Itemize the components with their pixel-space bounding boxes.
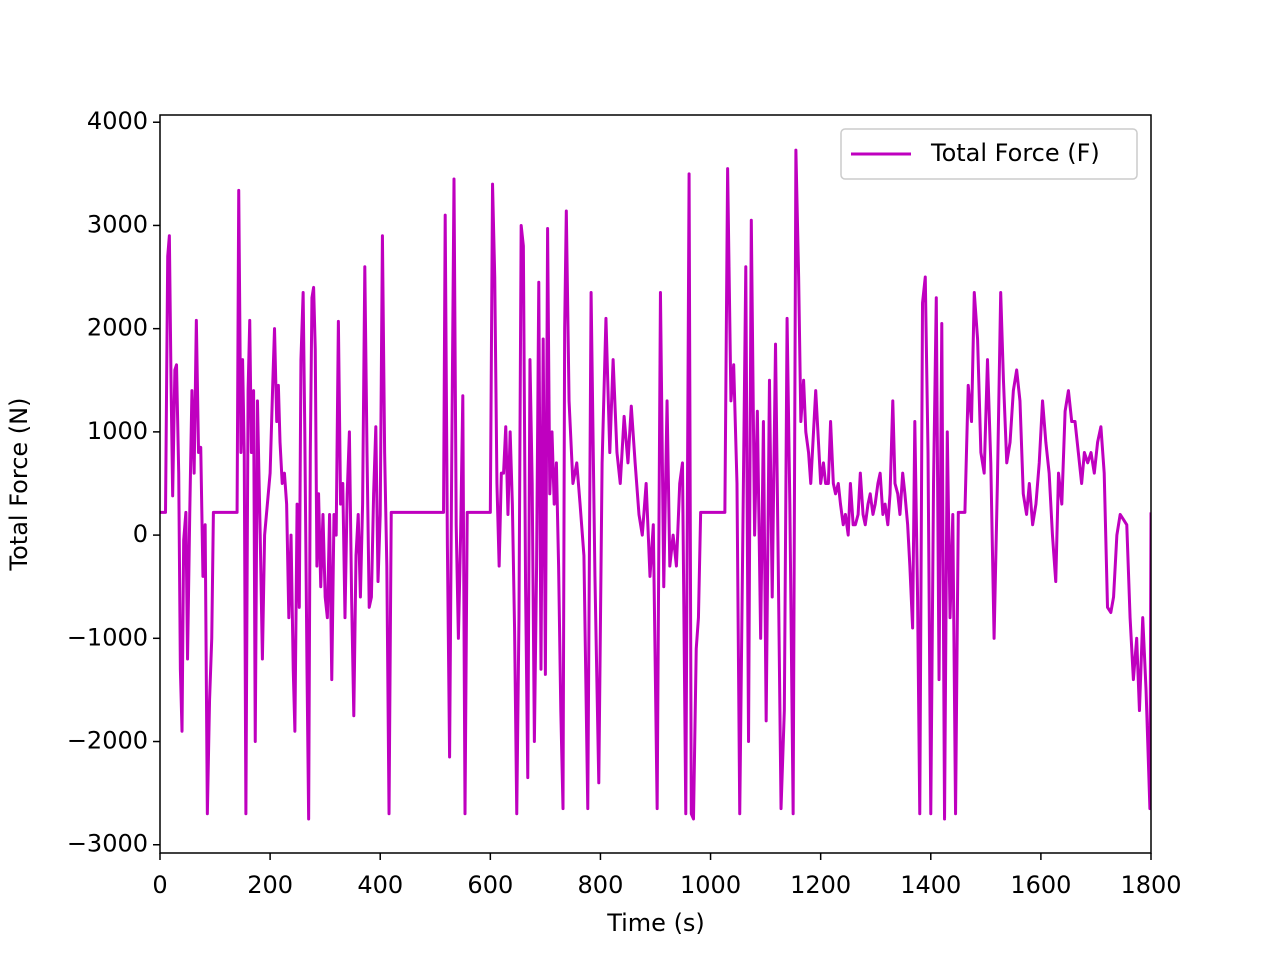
y-axis-label: Total Force (N): [5, 398, 33, 572]
y-tick-label: 4000: [87, 107, 148, 135]
x-tick-label: 1600: [1010, 871, 1071, 899]
x-tick-label: 1800: [1120, 871, 1181, 899]
legend-box: [840, 128, 1138, 180]
x-tick-label: 400: [357, 871, 403, 899]
legend-label: Total Force (F): [930, 139, 1100, 167]
x-tick-label: 200: [247, 871, 293, 899]
x-tick-label: 1400: [900, 871, 961, 899]
data-line: [160, 148, 1151, 821]
y-tick-label: 1000: [87, 417, 148, 445]
y-tick-label: −1000: [67, 623, 148, 651]
x-tick-label: 800: [578, 871, 624, 899]
y-tick-label: −3000: [67, 830, 148, 858]
x-tick-label: 0: [152, 871, 167, 899]
plot-frame: [159, 114, 1152, 854]
y-tick-label: −2000: [67, 727, 148, 755]
y-tick-label: 3000: [87, 210, 148, 238]
x-tick-label: 1200: [790, 871, 851, 899]
y-tick-label: 2000: [87, 314, 148, 342]
x-tick-label: 1000: [680, 871, 741, 899]
x-axis-label: Time (s): [606, 909, 705, 937]
y-tick-label: 0: [133, 520, 148, 548]
x-tick-label: 600: [467, 871, 513, 899]
